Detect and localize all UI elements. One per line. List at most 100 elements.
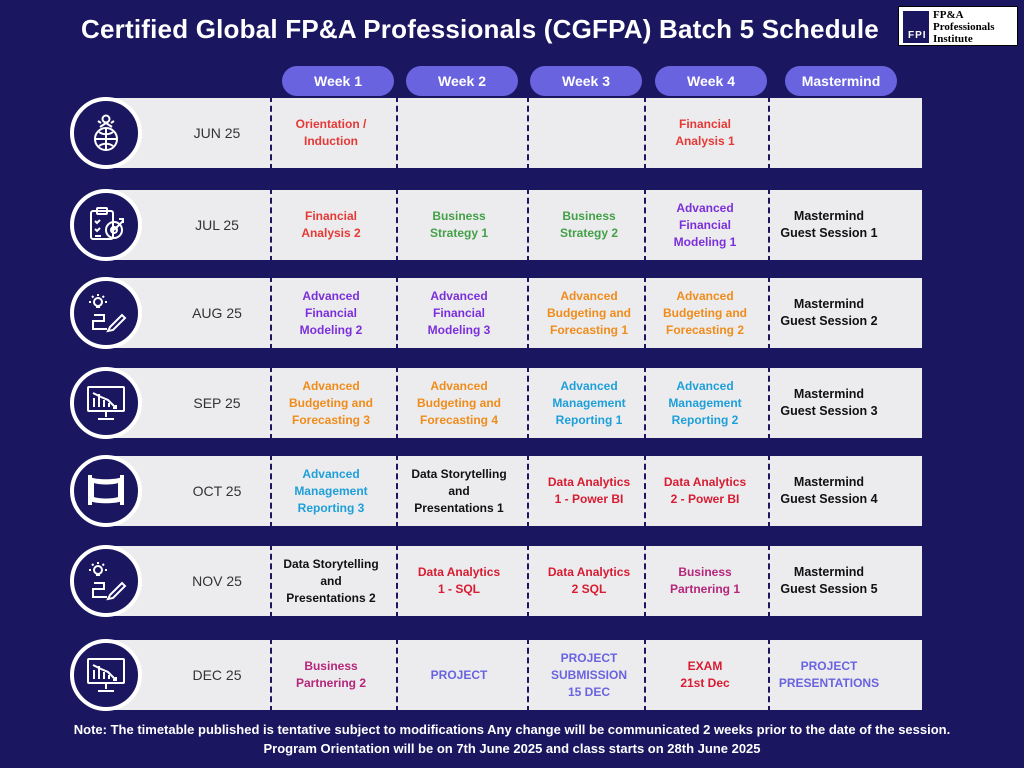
column-divider	[396, 96, 398, 170]
session-cell: Financial Analysis 1	[675, 117, 735, 148]
session-cell: Advanced Budgeting and Forecasting 2	[663, 288, 747, 337]
session-cell: Business Partnering 1	[669, 565, 741, 596]
column-divider	[396, 638, 398, 712]
column-header-week-3: Week 3	[530, 66, 642, 96]
session-cell: PROJECT SUBMISSION 15 DEC	[550, 650, 627, 699]
column-divider	[527, 544, 529, 618]
session-cell: Data Storytelling and Presentations 1	[411, 466, 507, 515]
column-divider	[768, 276, 770, 350]
column-header-mastermind: Mastermind	[785, 66, 897, 96]
logo-mark: FPI	[903, 11, 929, 43]
session-cell: Financial Analysis 2	[301, 209, 361, 240]
column-divider	[527, 276, 529, 350]
session-cell: Data Analytics 1 - SQL	[417, 565, 501, 596]
column-divider	[270, 188, 272, 262]
session-cell: Mastermind Guest Session 3	[780, 387, 878, 418]
session-cell: Data Analytics 2 SQL	[547, 565, 631, 596]
session-cell: Advanced Budgeting and Forecasting 3	[289, 378, 373, 427]
lightbulb-pencil-icon	[70, 545, 142, 617]
session-cell: Advanced Financial Modeling 3	[427, 288, 491, 337]
column-header-week-2: Week 2	[406, 66, 518, 96]
session-cell	[770, 98, 888, 168]
column-divider	[396, 544, 398, 618]
session-cell: PROJECT PRESENTATIONS	[778, 659, 880, 690]
lightbulb-pencil-icon	[70, 277, 142, 349]
column-divider	[768, 544, 770, 618]
session-cell: Mastermind Guest Session 1	[780, 209, 878, 240]
session-cell	[530, 98, 648, 168]
logo-text: FP&A Professionals Institute	[933, 9, 995, 45]
column-header-week-4: Week 4	[655, 66, 767, 96]
column-divider	[644, 638, 646, 712]
session-cell: Business Partnering 2	[295, 659, 367, 690]
note-line-1: Note: The timetable published is tentati…	[73, 722, 951, 737]
session-cell: Data Analytics 1 - Power BI	[547, 475, 631, 506]
column-divider	[644, 188, 646, 262]
column-header-week-1: Week 1	[282, 66, 394, 96]
chart-monitor-icon	[70, 367, 142, 439]
logo-mark-text: FPI	[908, 30, 927, 41]
month-label: NOV 25	[192, 573, 242, 589]
month-label: JUL 25	[195, 217, 239, 233]
column-divider	[396, 366, 398, 440]
session-cell: Mastermind Guest Session 5	[780, 565, 878, 596]
column-divider	[527, 454, 529, 528]
column-divider	[270, 96, 272, 170]
column-divider	[644, 276, 646, 350]
footer-note: Note: The timetable published is tentati…	[0, 720, 1024, 758]
schedule-row-sep-25	[110, 368, 922, 438]
column-divider	[768, 366, 770, 440]
schedule-row-dec-25	[110, 640, 922, 710]
session-cell: Mastermind Guest Session 4	[780, 475, 878, 506]
session-cell: Data Analytics 2 - Power BI	[663, 475, 747, 506]
schedule-row-aug-25	[110, 278, 922, 348]
column-divider	[768, 454, 770, 528]
month-label: AUG 25	[192, 305, 242, 321]
session-cell: Mastermind Guest Session 2	[780, 297, 878, 328]
session-cell: PROJECT	[430, 667, 488, 682]
session-cell: Advanced Management Reporting 1	[552, 378, 626, 427]
session-cell: Business Strategy 1	[429, 209, 489, 240]
month-label: SEP 25	[193, 395, 241, 411]
session-cell: Advanced Budgeting and Forecasting 4	[417, 378, 501, 427]
page-title: Certified Global FP&A Professionals (CGF…	[81, 14, 879, 44]
month-label: OCT 25	[192, 483, 242, 499]
note-line-2: Program Orientation will be on 7th June …	[263, 741, 761, 756]
schedule-row-oct-25	[110, 456, 922, 526]
session-cell: Business Strategy 2	[559, 209, 619, 240]
column-divider	[270, 638, 272, 712]
session-cell: Advanced Budgeting and Forecasting 1	[547, 288, 631, 337]
column-divider	[768, 638, 770, 712]
fpi-logo: FPI FP&A Professionals Institute	[898, 6, 1018, 46]
column-divider	[270, 544, 272, 618]
column-divider	[644, 544, 646, 618]
session-cell	[400, 98, 518, 168]
schedule-row-jun-25	[110, 98, 922, 168]
column-divider	[768, 188, 770, 262]
clipboard-target-icon	[70, 189, 142, 261]
schedule-row-nov-25	[110, 546, 922, 616]
column-divider	[527, 188, 529, 262]
column-divider	[644, 454, 646, 528]
column-divider	[527, 366, 529, 440]
session-cell: Advanced Financial Modeling 2	[299, 288, 363, 337]
column-divider	[396, 188, 398, 262]
month-label: JUN 25	[193, 125, 241, 141]
session-cell: Advanced Financial Modeling 1	[673, 200, 737, 249]
session-cell: Advanced Management Reporting 2	[668, 378, 742, 427]
finish-ribbon-icon	[70, 455, 142, 527]
column-divider	[768, 96, 770, 170]
schedule-row-jul-25	[110, 190, 922, 260]
column-divider	[644, 366, 646, 440]
column-divider	[527, 638, 529, 712]
globe-person-icon	[70, 97, 142, 169]
chart-monitor-icon	[70, 639, 142, 711]
column-divider	[396, 276, 398, 350]
column-divider	[527, 96, 529, 170]
session-cell: Data Storytelling and Presentations 2	[283, 556, 379, 605]
session-cell: Advanced Management Reporting 3	[294, 466, 368, 515]
column-divider	[270, 454, 272, 528]
column-divider	[644, 96, 646, 170]
column-divider	[270, 366, 272, 440]
session-cell: EXAM 21st Dec	[680, 659, 730, 690]
